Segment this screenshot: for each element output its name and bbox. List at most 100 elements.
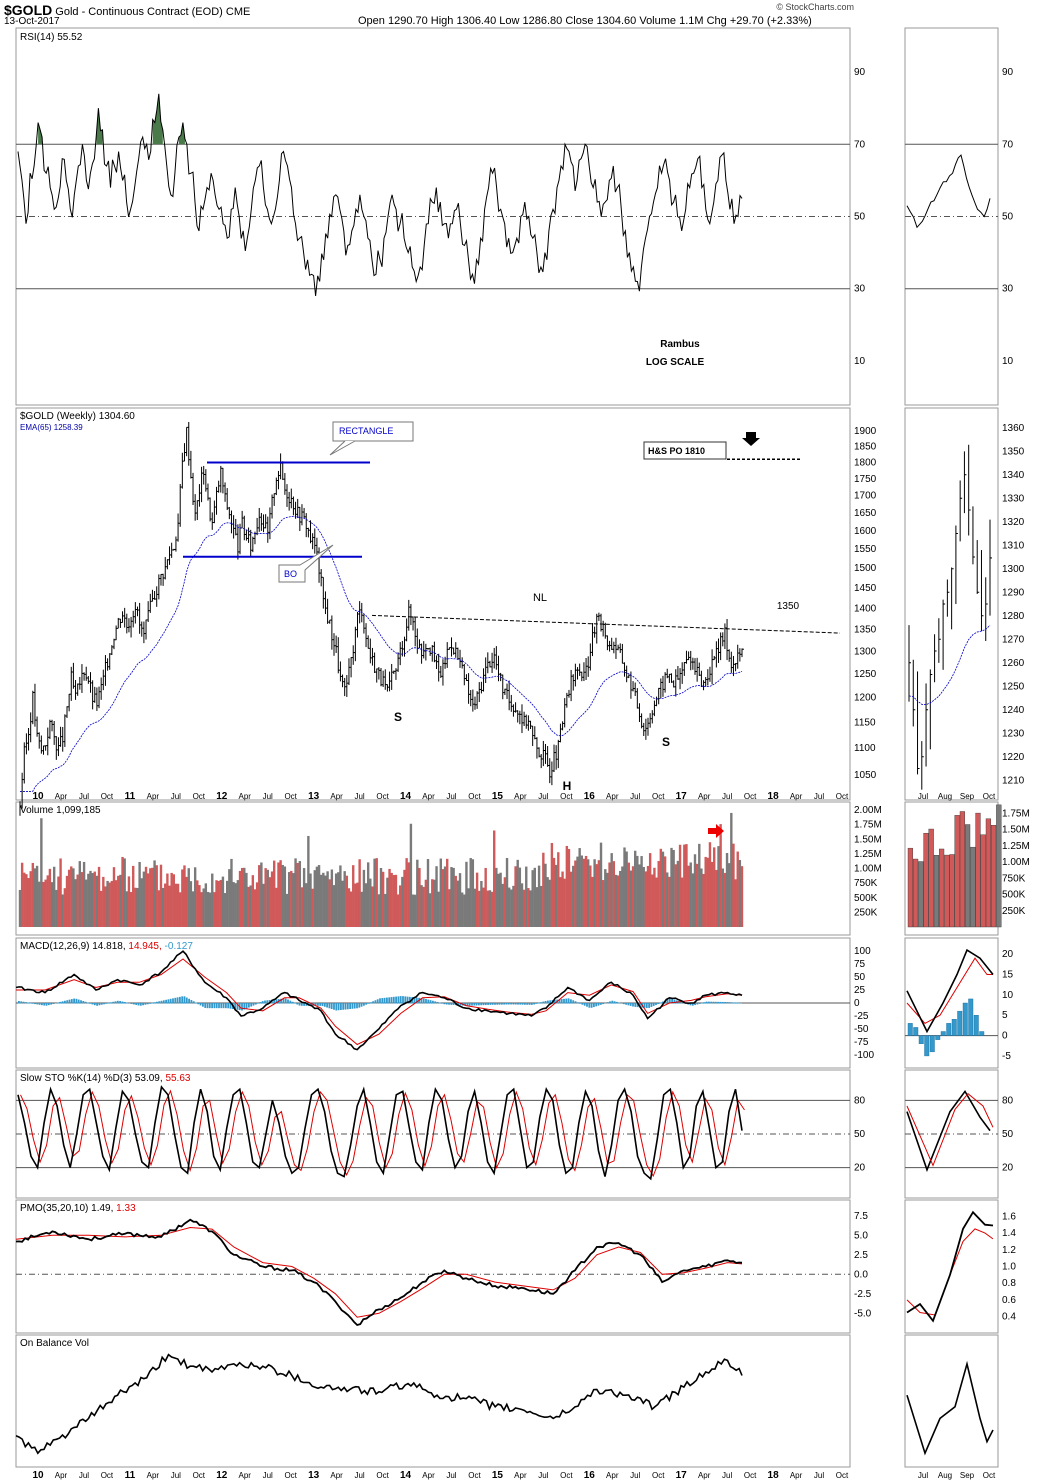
macd-hist-bar xyxy=(202,1003,204,1007)
macd-hist-bar xyxy=(190,1000,193,1004)
volume-bar xyxy=(74,879,77,927)
inset-price-tick-label: 1220 xyxy=(1002,752,1025,763)
price-tick-label: 1850 xyxy=(854,442,877,453)
macd-hist-bar xyxy=(22,1001,25,1004)
macd-hist-bar xyxy=(622,1003,625,1005)
price-x-tick-label: Oct xyxy=(193,792,206,801)
macd-hist-bar xyxy=(149,1003,151,1004)
volume-bar xyxy=(136,887,139,927)
volume-bar xyxy=(247,886,250,927)
volume-bar xyxy=(601,880,605,927)
inset-volume-bar xyxy=(918,861,924,928)
macd-hist-bar xyxy=(197,1003,200,1005)
volume-bar xyxy=(680,877,684,927)
volume-bar xyxy=(691,873,695,927)
macd-hist-bar xyxy=(172,998,174,1004)
macd-hist-bar xyxy=(457,1003,460,1006)
bottom-x-tick-label: Apr xyxy=(790,1471,803,1480)
volume-bar xyxy=(179,892,182,927)
price-x-tick-label: 15 xyxy=(492,791,504,802)
volume-bar xyxy=(202,888,205,927)
volume-tick-label: 250K xyxy=(854,907,878,918)
volume-bar xyxy=(339,865,342,927)
inset-pmo-tick-label: 1.6 xyxy=(1002,1211,1016,1222)
volume-bar xyxy=(683,844,686,927)
macd-hist-bar xyxy=(392,996,395,1004)
macd-hist-bar xyxy=(296,1003,299,1005)
volume-bar xyxy=(467,888,470,927)
volume-bar xyxy=(362,869,366,927)
macd-hist-bar xyxy=(425,998,427,1004)
macd-hist-bar xyxy=(372,1001,374,1004)
volume-bar xyxy=(587,859,590,927)
volume-bar xyxy=(431,879,434,927)
macd-hist-bar xyxy=(29,1002,32,1004)
inset-volume-bar xyxy=(965,824,971,928)
macd-hist-bar xyxy=(24,1002,27,1004)
inset-price-tick-label: 1320 xyxy=(1002,517,1025,528)
macd-hist-bar xyxy=(68,999,71,1004)
inset-panel-frame-5 xyxy=(904,1199,999,1334)
macd-tick-label: -50 xyxy=(854,1024,869,1035)
volume-bar xyxy=(125,891,129,927)
volume-bar xyxy=(142,871,146,927)
macd-hist-bar xyxy=(415,997,418,1004)
macd-hist-bar xyxy=(728,1002,731,1004)
volume-bar xyxy=(505,857,509,927)
macd-hist-bar xyxy=(712,1001,715,1004)
volume-bar xyxy=(661,851,665,927)
volume-bar xyxy=(621,866,624,927)
macd-tick-label: 25 xyxy=(854,985,866,996)
price-x-tick-label: Apr xyxy=(239,792,252,801)
volume-bar xyxy=(183,865,186,927)
inset-price-tick-label: 1280 xyxy=(1002,611,1025,622)
inset-volume-bar xyxy=(991,825,997,928)
volume-bar xyxy=(424,879,428,927)
volume-bar xyxy=(219,879,222,927)
inset-panel-frame-6 xyxy=(904,1334,999,1468)
volume-bar xyxy=(364,883,368,927)
macd-tick-label: 50 xyxy=(854,972,866,983)
volume-bar xyxy=(99,890,103,927)
price-bars xyxy=(19,421,744,816)
volume-bar xyxy=(215,880,218,927)
price-x-tick-label: 13 xyxy=(308,791,320,802)
macd-hist-bar xyxy=(142,1003,144,1006)
inset-x-tick-label: Oct xyxy=(983,792,996,801)
rsi-tick-label: 50 xyxy=(854,212,866,223)
inset-volume-bar xyxy=(907,847,914,928)
bo-label: BO xyxy=(284,569,297,579)
macd-hist-bar xyxy=(259,1002,262,1004)
volume-bar xyxy=(166,873,169,927)
macd-hist-bar xyxy=(648,1003,650,1008)
price-x-tick-label: Apr xyxy=(55,792,68,801)
pmo-line xyxy=(15,1218,743,1327)
volume-bar xyxy=(279,860,282,927)
price-x-tick-label: Oct xyxy=(101,792,114,801)
volume-bar xyxy=(302,868,306,927)
volume-bar xyxy=(648,853,652,927)
volume-bar xyxy=(633,850,637,927)
volume-bar xyxy=(454,875,457,927)
neckline-level-label: 1350 xyxy=(777,601,800,612)
macd-title-main: MACD(12,26,9) 14.818, xyxy=(20,941,128,952)
rectangle-callout-box xyxy=(332,421,414,442)
volume-bar xyxy=(499,872,502,927)
inset-macd-hist-bar xyxy=(968,998,974,1036)
volume-bar xyxy=(285,893,289,927)
volume-tick-label: 1.25M xyxy=(854,849,882,860)
volume-bar xyxy=(317,865,321,927)
volume-bar xyxy=(31,862,35,927)
inset-rsi-line xyxy=(906,154,991,229)
macd-tick-label: -25 xyxy=(854,1011,869,1022)
volume-bar xyxy=(213,892,216,927)
macd-title-hist: -0.127 xyxy=(165,941,194,952)
volume-bar xyxy=(510,889,513,927)
bottom-x-tick-label: 14 xyxy=(400,1470,412,1481)
macd-hist-bar xyxy=(289,1000,292,1004)
inset-volume-tick-label: 750K xyxy=(1002,873,1026,884)
macd-hist-bar xyxy=(41,1003,43,1006)
macd-hist-bar xyxy=(579,1003,581,1004)
volume-bar xyxy=(243,867,246,927)
volume-bar xyxy=(437,891,440,927)
